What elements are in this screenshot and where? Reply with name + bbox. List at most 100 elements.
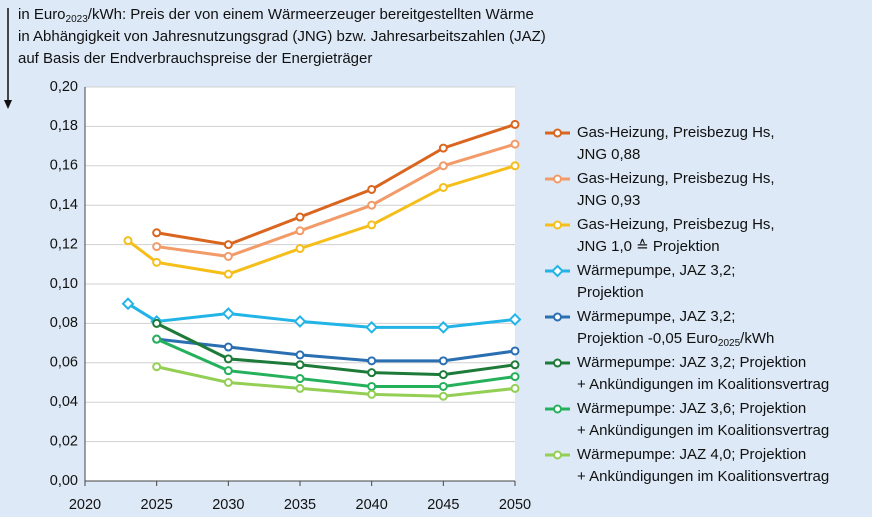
marker (295, 383, 305, 393)
marker (438, 381, 448, 391)
marker (295, 374, 305, 384)
marker (438, 391, 448, 401)
marker (367, 184, 377, 194)
marker (510, 372, 520, 382)
marker (295, 244, 305, 254)
legend-label: Wärmepumpe, JAZ 3,2; (577, 308, 735, 325)
marker (367, 200, 377, 210)
marker (510, 139, 520, 149)
series-line (156, 365, 516, 398)
chart-title-part: in Abhängigkeit von Jahresnutzungsgrad (… (18, 28, 546, 45)
x-tick-label: 2050 (499, 497, 531, 513)
marker (510, 360, 520, 370)
legend-label: + Ankündigungen im Koalitionsvertrag (577, 376, 829, 393)
marker (367, 381, 377, 391)
y-tick-label: 0,10 (50, 276, 78, 292)
marker (152, 257, 162, 267)
marker (152, 362, 162, 372)
marker (438, 370, 448, 380)
marker (223, 240, 233, 250)
marker (295, 360, 305, 370)
marker (510, 161, 520, 171)
marker (223, 354, 233, 364)
legend-label: Wärmepumpe, JAZ 3,2; (577, 262, 735, 279)
marker (223, 251, 233, 261)
marker (221, 307, 235, 320)
legend-marker (553, 128, 562, 138)
series-line (156, 337, 516, 388)
marker (367, 220, 377, 230)
chart-title-part: /kWh: Preis der von einem Wärmeerzeuger … (88, 6, 534, 23)
x-tick-label: 2040 (356, 497, 388, 513)
y-tick-label: 0,14 (50, 197, 78, 213)
marker (438, 182, 448, 192)
axis-arrow-head (4, 100, 12, 109)
marker (367, 356, 377, 366)
legend-marker (553, 174, 562, 184)
x-tick-label: 2035 (284, 497, 316, 513)
x-tick-label: 2020 (69, 497, 101, 513)
legend-marker (553, 220, 562, 230)
marker (121, 297, 135, 311)
marker (438, 356, 448, 366)
marker (223, 366, 233, 376)
marker (152, 318, 162, 328)
marker (510, 119, 520, 129)
legend-label: Wärmepumpe: JAZ 4,0; Projektion (577, 446, 806, 463)
marker (223, 269, 233, 279)
series-line (156, 142, 516, 258)
legend-label-part: Projektion -0,05 Euro (577, 330, 718, 347)
marker (152, 228, 162, 238)
series-line (156, 322, 516, 377)
legend-label: Gas-Heizung, Preisbezug Hs, (577, 170, 775, 187)
chart-title-part: in Euro (18, 6, 66, 23)
marker (152, 334, 162, 344)
legend-marker (553, 358, 562, 368)
marker (295, 350, 305, 360)
legend-marker (551, 264, 564, 278)
legend-label: JNG 0,88 (577, 146, 640, 163)
chart-title-part: auf Basis der Endverbrauchspreise der En… (18, 50, 372, 67)
y-tick-label: 0,04 (50, 394, 78, 410)
marker (152, 242, 162, 252)
marker (365, 320, 379, 334)
legend-label: + Ankündigungen im Koalitionsvertrag (577, 422, 829, 439)
marker (367, 368, 377, 378)
x-tick-label: 2030 (212, 497, 244, 513)
legend-label: Wärmepumpe: JAZ 3,2; Projektion (577, 354, 806, 371)
y-tick-label: 0,18 (50, 118, 78, 134)
y-tick-label: 0,16 (50, 158, 78, 174)
marker (436, 320, 450, 334)
y-tick-label: 0,06 (50, 355, 78, 371)
legend-label-part: 2025 (718, 338, 741, 349)
legend-label: Gas-Heizung, Preisbezug Hs, (577, 216, 775, 233)
legend-label: Wärmepumpe: JAZ 3,6; Projektion (577, 400, 806, 417)
series-line (156, 123, 516, 247)
legend-label: + Ankündigungen im Koalitionsvertrag (577, 468, 829, 485)
marker (367, 389, 377, 399)
chart-title: auf Basis der Endverbrauchspreise der En… (18, 50, 372, 67)
marker (510, 383, 520, 393)
legend-marker (553, 450, 562, 460)
marker (295, 226, 305, 236)
y-tick-label: 0,12 (50, 236, 78, 252)
x-tick-label: 2045 (427, 497, 459, 513)
legend-label: Gas-Heizung, Preisbezug Hs, (577, 124, 775, 141)
marker (223, 378, 233, 387)
chart-title: in Euro2023/kWh: Preis der von einem Wär… (18, 6, 534, 25)
y-tick-label: 0,20 (50, 79, 78, 95)
chart-title-part: 2023 (66, 14, 89, 25)
legend-label-part: /kWh (740, 330, 774, 347)
y-tick-label: 0,08 (50, 315, 78, 331)
series-line (156, 337, 516, 363)
marker (508, 313, 522, 326)
marker (438, 161, 448, 171)
legend-label: JNG 1,0 ≙ Projektion (577, 238, 720, 255)
x-tick-label: 2025 (141, 497, 173, 513)
legend-marker (553, 404, 562, 414)
marker (223, 342, 233, 352)
y-tick-label: 0,02 (50, 433, 78, 449)
chart-title: in Abhängigkeit von Jahresnutzungsgrad (… (18, 28, 546, 45)
legend-label: JNG 0,93 (577, 192, 640, 209)
